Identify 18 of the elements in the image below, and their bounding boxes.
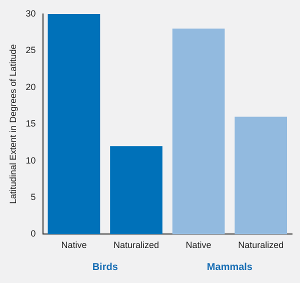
y-tick-label: 0 bbox=[30, 228, 36, 239]
text: Mammals bbox=[206, 262, 253, 273]
x-tick-label: Native bbox=[186, 240, 212, 250]
y-tick-label: 25 bbox=[26, 45, 36, 56]
y-axis-title: Latitudinal Extent in Degrees of Latitude bbox=[8, 44, 18, 204]
bar bbox=[110, 146, 162, 234]
bar bbox=[172, 28, 225, 234]
y-tick-label: 20 bbox=[26, 82, 36, 92]
x-tick-label: Naturalized bbox=[238, 240, 284, 250]
y-tick-label: 30 bbox=[26, 8, 36, 18]
text: Birds bbox=[92, 262, 118, 273]
y-tick-label: 15 bbox=[26, 118, 36, 129]
bar bbox=[234, 116, 288, 234]
x-tick-label: Native bbox=[61, 240, 87, 250]
x-tick-label: Naturalized bbox=[113, 240, 160, 250]
bar bbox=[48, 14, 100, 234]
y-tick-label: 10 bbox=[26, 155, 36, 166]
y-tick-label: 5 bbox=[30, 192, 36, 202]
